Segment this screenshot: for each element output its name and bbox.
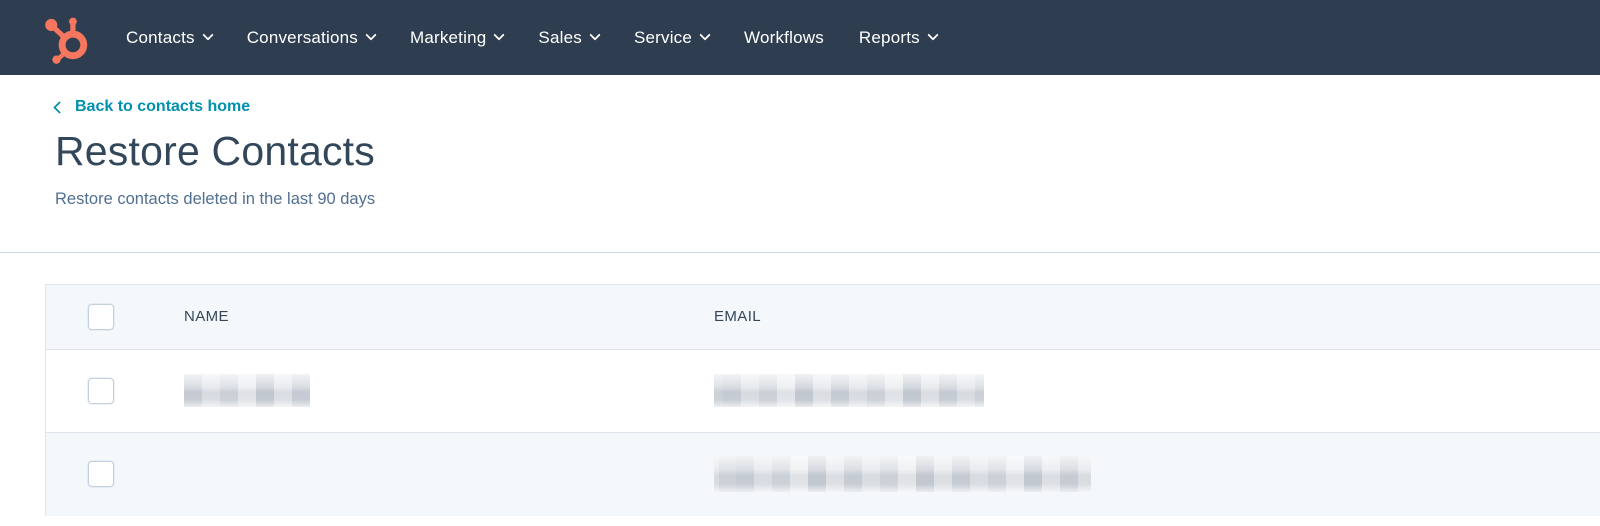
nav-item-label: Contacts bbox=[126, 27, 195, 47]
column-header-email: EMAIL bbox=[714, 308, 762, 325]
chevron-down-icon bbox=[699, 29, 711, 41]
header-checkbox-cell bbox=[46, 303, 184, 330]
row-checkbox[interactable] bbox=[88, 461, 114, 487]
header-divider bbox=[0, 251, 1600, 253]
nav-item-marketing[interactable]: Marketing bbox=[409, 27, 506, 48]
nav-item-workflows[interactable]: Workflows bbox=[744, 28, 824, 48]
restore-contacts-table: NAME EMAIL bbox=[45, 283, 1600, 516]
chevron-down-icon bbox=[589, 29, 601, 41]
back-to-contacts-link[interactable]: Back to contacts home bbox=[53, 98, 251, 116]
redacted-contact-email bbox=[714, 374, 984, 407]
redacted-contact-email bbox=[714, 456, 1091, 492]
row-checkbox[interactable] bbox=[88, 377, 114, 404]
nav-item-service[interactable]: Service bbox=[633, 27, 711, 48]
nav-item-reports[interactable]: Reports bbox=[858, 27, 939, 48]
nav-item-label: Service bbox=[633, 27, 693, 47]
select-all-checkbox[interactable] bbox=[88, 303, 114, 330]
row-name-cell bbox=[184, 374, 714, 407]
row-checkbox-cell bbox=[46, 461, 184, 487]
nav-item-contacts[interactable]: Contacts bbox=[126, 27, 214, 48]
nav-item-label: Sales bbox=[538, 27, 582, 47]
redacted-contact-name bbox=[184, 374, 310, 407]
column-header-name: NAME bbox=[184, 308, 229, 325]
nav-item-conversations[interactable]: Conversations bbox=[246, 27, 377, 48]
table-header-row: NAME EMAIL bbox=[46, 283, 1600, 350]
page-header: Back to contacts home Restore Contacts R… bbox=[0, 75, 1600, 209]
table-row[interactable] bbox=[46, 349, 1600, 433]
row-checkbox-cell bbox=[46, 377, 184, 404]
nav-item-label: Marketing bbox=[409, 27, 487, 47]
chevron-down-icon bbox=[202, 29, 214, 41]
header-email-cell: EMAIL bbox=[714, 308, 1600, 325]
nav-item-label: Workflows bbox=[744, 27, 824, 47]
nav-item-sales[interactable]: Sales bbox=[538, 27, 601, 48]
table-row[interactable] bbox=[46, 432, 1600, 516]
hubspot-sprocket-icon bbox=[45, 17, 88, 64]
nav-item-label: Conversations bbox=[246, 27, 358, 47]
chevron-down-icon bbox=[927, 29, 939, 41]
page-subtitle: Restore contacts deleted in the last 90 … bbox=[55, 189, 376, 208]
row-email-cell bbox=[714, 374, 1600, 407]
row-email-cell bbox=[714, 456, 1600, 492]
nav-item-label: Reports bbox=[858, 27, 920, 47]
header-name-cell: NAME bbox=[184, 308, 714, 325]
page-title: Restore Contacts bbox=[55, 127, 375, 174]
nav-items: Contacts Conversations Marketing Sales S… bbox=[126, 27, 939, 48]
chevron-down-icon bbox=[493, 29, 506, 41]
chevron-down-icon bbox=[365, 29, 377, 41]
top-navigation-bar: Contacts Conversations Marketing Sales S… bbox=[0, 0, 1600, 75]
back-link-label: Back to contacts home bbox=[75, 98, 251, 115]
chevron-left-icon bbox=[53, 100, 66, 114]
hubspot-logo[interactable] bbox=[40, 10, 92, 66]
